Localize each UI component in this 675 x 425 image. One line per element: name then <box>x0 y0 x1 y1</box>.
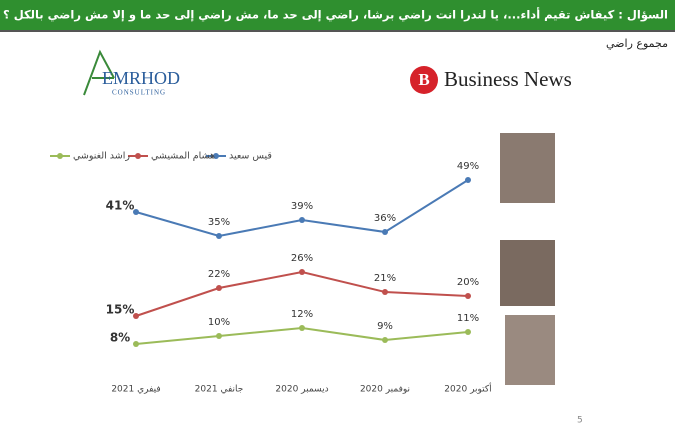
x-tick-label: فيفري 2021 <box>111 385 160 395</box>
legend-dot <box>135 153 141 159</box>
x-tick-label: أكتوبر 2020 <box>444 383 491 395</box>
header-bar <box>0 0 675 30</box>
value-label: 8% <box>110 331 130 345</box>
bn-mark <box>410 66 438 94</box>
photo <box>505 315 555 385</box>
point <box>465 329 471 335</box>
page-number: 5 <box>577 416 583 425</box>
point <box>216 233 222 239</box>
legend-label: راشد الغنوشي <box>73 151 130 162</box>
point <box>299 325 305 331</box>
legend-label: هشام المشيشي <box>151 151 215 162</box>
point <box>216 285 222 291</box>
value-label: 26% <box>291 253 313 264</box>
value-label: 20% <box>457 277 479 288</box>
point <box>382 289 388 295</box>
value-label: 9% <box>377 321 393 332</box>
value-label: 15% <box>106 303 135 317</box>
x-tick-label: نوفمبر 2020 <box>360 385 410 395</box>
legend-dot <box>213 153 219 159</box>
value-label: 49% <box>457 161 479 172</box>
legend-dot <box>57 153 63 159</box>
header-rule <box>0 30 675 32</box>
subtitle: مجموع راضي <box>606 37 668 50</box>
x-tick-label: ديسمبر 2020 <box>275 385 328 395</box>
photo <box>500 133 555 203</box>
legend-label: قيس سعيد <box>229 151 272 162</box>
value-label: 12% <box>291 309 313 320</box>
point <box>299 217 305 223</box>
point <box>465 293 471 299</box>
logo-left: EMRHOD <box>102 68 180 88</box>
x-tick-label: جانفي 2021 <box>195 385 244 395</box>
logo-left-sub: CONSULTING <box>112 89 166 97</box>
value-label: 22% <box>208 269 230 280</box>
value-label: 10% <box>208 317 230 328</box>
value-label: 21% <box>374 273 396 284</box>
value-label: 41% <box>106 199 135 213</box>
point <box>382 337 388 343</box>
point <box>133 313 139 319</box>
emrhod-icon <box>83 49 115 96</box>
logo-right: Business News <box>444 67 572 91</box>
value-label: 35% <box>208 217 230 228</box>
value-label: 11% <box>457 313 479 324</box>
question: السؤال : كيفاش تقيم أداء...، يا لندرا ان… <box>3 7 668 23</box>
bn-letter: B <box>418 70 429 89</box>
point <box>133 341 139 347</box>
point <box>216 333 222 339</box>
value-label: 36% <box>374 213 396 224</box>
point <box>382 229 388 235</box>
photo <box>500 240 555 306</box>
point <box>299 269 305 275</box>
point <box>133 209 139 215</box>
value-label: 39% <box>291 201 313 212</box>
point <box>465 177 471 183</box>
